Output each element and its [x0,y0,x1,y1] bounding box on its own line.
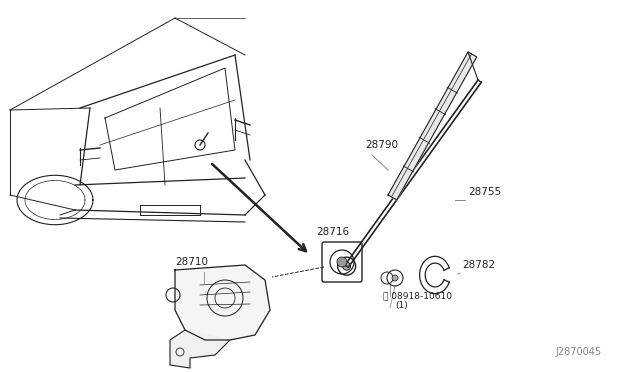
Circle shape [342,262,351,270]
Text: 28782: 28782 [462,260,495,270]
Text: 28755: 28755 [468,187,501,197]
Text: 28710: 28710 [175,257,208,267]
Text: Ⓝ 08918-10610: Ⓝ 08918-10610 [383,291,452,300]
Text: 28790: 28790 [365,140,398,150]
Text: (1): (1) [395,301,408,310]
Polygon shape [175,265,270,340]
Polygon shape [170,330,230,368]
Text: J2870045: J2870045 [555,347,601,357]
Circle shape [337,257,347,267]
Polygon shape [388,52,477,200]
Text: 28716: 28716 [316,227,349,237]
Circle shape [392,275,398,281]
